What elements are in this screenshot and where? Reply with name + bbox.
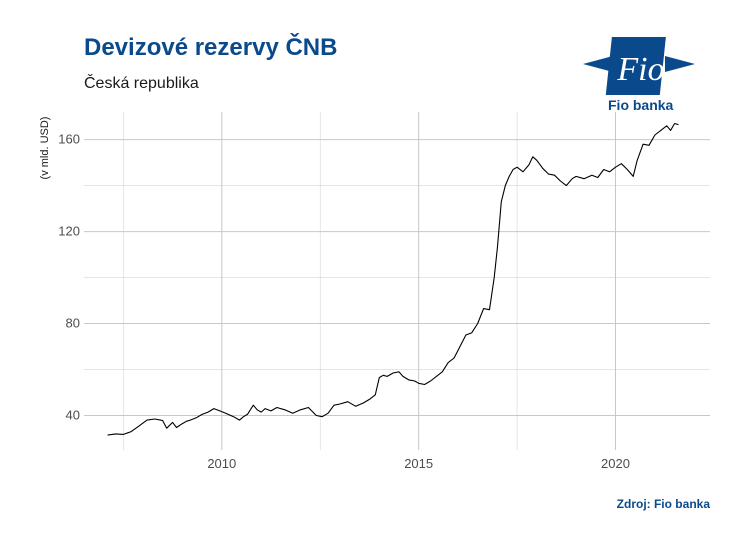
source-note: Zdroj: Fio banka (616, 497, 710, 511)
chart-subtitle: Česká republika (84, 75, 199, 92)
x-tick-label: 2010 (207, 456, 236, 471)
grid-major (84, 112, 710, 450)
grid-minor (84, 112, 710, 450)
x-tick-labels: 2010 2015 2020 (207, 456, 630, 471)
x-tick-label: 2020 (601, 456, 630, 471)
y-axis-label: (v mld. USD) (39, 117, 51, 180)
y-tick-label: 160 (58, 132, 80, 147)
series-group (107, 122, 679, 436)
fio-logo-icon: Fio (583, 37, 695, 95)
logo-mark-text: Fio (616, 51, 664, 88)
y-tick-label: 40 (66, 408, 80, 423)
x-tick-label: 2015 (404, 456, 433, 471)
y-tick-label: 120 (58, 224, 80, 239)
logo-caption: Fio banka (608, 97, 674, 113)
series-line (107, 122, 679, 436)
y-tick-label: 80 (66, 316, 80, 331)
y-tick-labels: 40 80 120 160 (58, 132, 80, 423)
chart-title: Devizové rezervy ČNB (84, 34, 338, 61)
